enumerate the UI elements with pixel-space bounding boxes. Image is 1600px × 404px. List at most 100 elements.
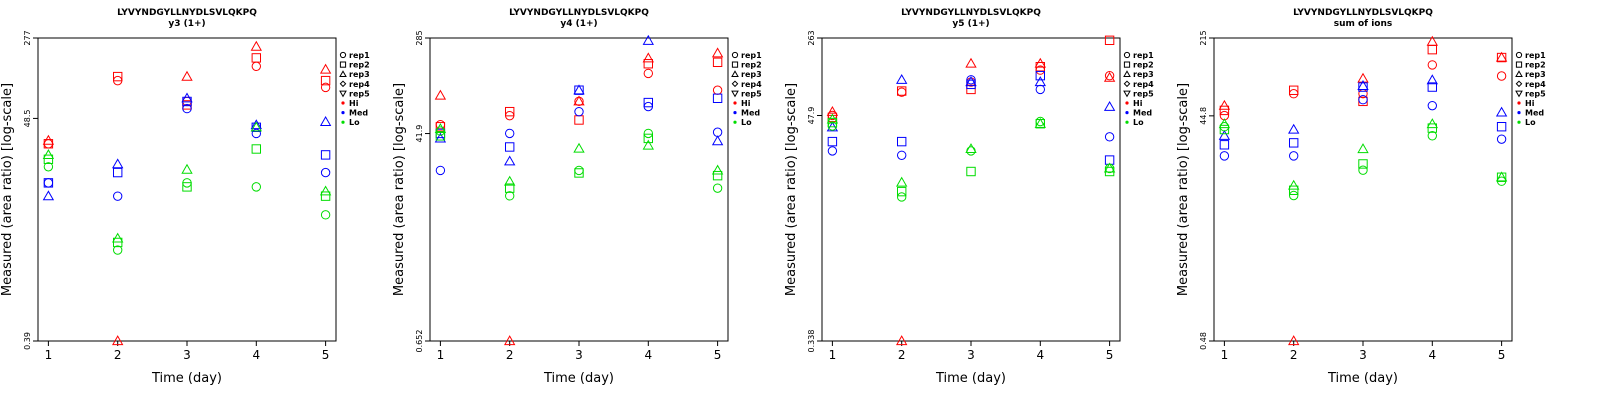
- y-tick-label: 47.9: [807, 107, 816, 125]
- x-tick-label: 3: [575, 348, 583, 362]
- data-point-med-rep3: [965, 76, 977, 87]
- legend-symbol-rep3: [731, 70, 739, 77]
- data-point-hi-rep3: [711, 47, 724, 58]
- data-point-hi-rep2: [251, 53, 262, 63]
- data-point-med-rep3: [1288, 123, 1300, 134]
- data-point-med-rep2: [1496, 122, 1507, 132]
- data-point-hi-rep2: [643, 59, 654, 69]
- data-point-med-rep1: [43, 178, 54, 188]
- y-tick-label: 41.9: [415, 125, 424, 143]
- data-point-lo-rep3: [826, 113, 839, 124]
- legend-symbol-lo: [341, 120, 345, 124]
- legend-symbol-hi: [1125, 101, 1129, 105]
- data-point-hi-rep2: [896, 86, 907, 96]
- data-point-lo-rep3: [642, 139, 654, 150]
- y-tick-label: 0.338: [807, 330, 816, 353]
- plot-frame: [1213, 37, 1513, 342]
- legend-label-lo: Lo: [741, 118, 752, 127]
- y-tick-label: 0.39: [23, 332, 32, 350]
- data-point-hi-rep1: [643, 68, 654, 79]
- chart-title: LYVYNDGYLLNYDLSVLQKPQ: [901, 8, 1041, 18]
- legend-label-hi: Hi: [1133, 99, 1143, 108]
- legend-label-rep2: rep2: [349, 61, 370, 70]
- data-point-lo-rep1: [320, 210, 331, 220]
- legend-symbol-rep3: [339, 70, 347, 77]
- data-point-hi-rep3: [896, 335, 908, 346]
- data-point-lo-rep3: [42, 149, 55, 160]
- x-axis-label: Time (day): [543, 371, 614, 386]
- chart-subtitle: y3 (1+): [168, 19, 205, 29]
- x-tick-label: 5: [322, 348, 330, 362]
- legend-symbol-rep1: [731, 51, 739, 59]
- legend-label-med: Med: [741, 109, 760, 118]
- data-point-hi-rep3: [573, 95, 585, 106]
- data-point-med-rep2: [1288, 138, 1299, 148]
- data-point-hi-rep3: [181, 70, 193, 81]
- data-point-hi-rep2: [435, 122, 446, 132]
- data-point-lo-rep3: [1495, 171, 1508, 182]
- data-point-lo-rep1: [504, 191, 515, 201]
- data-point-hi-rep2: [1288, 85, 1299, 95]
- data-point-med-rep3: [181, 92, 193, 103]
- legend-symbol-rep3: [1515, 70, 1523, 77]
- chart-title: LYVYNDGYLLNYDLSVLQKPQ: [117, 8, 257, 18]
- data-point-lo-rep2: [320, 191, 331, 201]
- legend-label-hi: Hi: [741, 99, 751, 108]
- data-point-hi-rep2: [112, 71, 123, 82]
- data-point-hi-rep3: [642, 52, 654, 63]
- legend-label-rep3: rep3: [1525, 70, 1546, 79]
- data-point-hi-rep3: [1218, 99, 1231, 110]
- data-point-med-rep3: [573, 84, 585, 95]
- x-tick-label: 1: [437, 348, 445, 362]
- data-point-med-rep2: [43, 178, 54, 188]
- data-point-hi-rep2: [320, 75, 331, 86]
- chart-subtitle: y4 (1+): [560, 19, 597, 29]
- data-point-hi-rep2: [1104, 35, 1115, 46]
- x-tick-label: 3: [1359, 348, 1367, 362]
- data-point-lo-rep2: [966, 166, 976, 177]
- data-point-med-rep1: [435, 165, 446, 176]
- y-tick-label: 44.8: [1199, 107, 1208, 125]
- x-tick-label: 3: [183, 348, 191, 362]
- data-point-hi-rep1: [320, 82, 331, 93]
- data-point-hi-rep1: [1427, 60, 1438, 70]
- legend-symbol-rep4: [731, 80, 739, 88]
- data-point-hi-rep3: [434, 89, 447, 100]
- x-tick-label: 4: [252, 348, 260, 362]
- data-point-med-rep2: [712, 93, 723, 103]
- data-point-med-rep3: [250, 119, 262, 130]
- data-point-lo-rep3: [711, 164, 724, 175]
- legend-label-rep1: rep1: [1525, 51, 1546, 60]
- data-point-lo-rep3: [965, 143, 977, 154]
- data-point-hi-rep2: [574, 115, 584, 125]
- x-axis-label: Time (day): [151, 371, 222, 386]
- data-point-med-rep2: [896, 136, 907, 147]
- data-point-hi-rep3: [1034, 57, 1046, 68]
- data-point-lo-rep3: [1288, 179, 1300, 190]
- data-point-hi-rep3: [965, 57, 977, 68]
- data-point-lo-rep3: [1357, 143, 1369, 154]
- legend-symbol-med: [1125, 111, 1129, 115]
- x-tick-label: 4: [1428, 348, 1436, 362]
- y-axis-label: Measured (area ratio) [log-scale]: [0, 83, 15, 296]
- x-axis-label: Time (day): [1327, 371, 1398, 386]
- y-tick-label: 263: [807, 30, 816, 45]
- data-point-hi-rep1: [712, 85, 723, 95]
- legend-label-med: Med: [1525, 109, 1544, 118]
- legend-label-rep2: rep2: [741, 61, 762, 70]
- y-tick-label: 0.652: [415, 330, 424, 353]
- data-point-hi-rep3: [319, 63, 332, 74]
- data-point-med-rep3: [1426, 74, 1438, 85]
- data-point-lo-rep1: [251, 182, 262, 192]
- x-tick-label: 1: [45, 348, 53, 362]
- data-point-hi-rep3: [1103, 71, 1116, 82]
- legend-label-hi: Hi: [349, 99, 359, 108]
- data-point-lo-rep3: [181, 163, 193, 174]
- data-point-med-rep3: [1034, 76, 1046, 87]
- y-tick-label: 277: [23, 30, 32, 45]
- y-axis-label: Measured (area ratio) [log-scale]: [1176, 83, 1191, 296]
